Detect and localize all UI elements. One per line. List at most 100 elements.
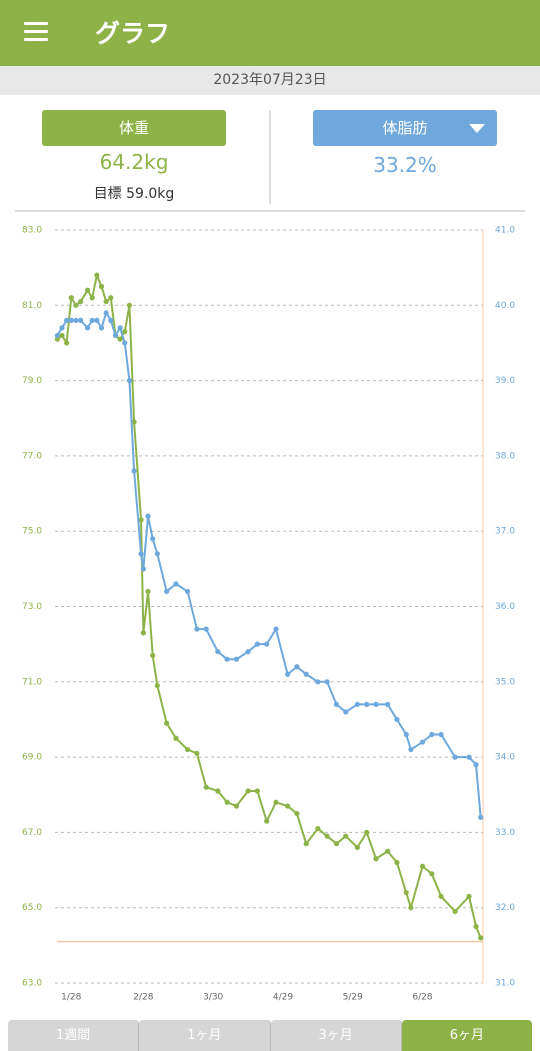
data-point [98, 325, 105, 331]
y-tick-label: 75.0 [22, 527, 42, 537]
data-point [64, 317, 70, 323]
y2-tick-label: 38.0 [495, 451, 515, 461]
y-tick-label: 73.0 [22, 602, 42, 612]
dropdown-arrow [469, 124, 485, 133]
y-tick-label: 71.0 [22, 677, 42, 687]
date-bar[interactable]: 2023年07月23日 [0, 66, 540, 95]
x-tick-label: 6/28 [412, 993, 432, 1003]
data-point [173, 581, 179, 587]
data-point [108, 295, 114, 301]
data-point [73, 302, 79, 308]
range-tab[interactable]: 3ヶ月 [270, 1020, 402, 1051]
data-point [394, 716, 400, 723]
data-point [184, 746, 191, 753]
data-point [419, 739, 426, 745]
data-point [68, 295, 74, 301]
data-point [385, 848, 391, 854]
data-point [145, 513, 151, 519]
x-tick-label: 3/30 [203, 993, 223, 1003]
menu-button[interactable] [24, 22, 48, 42]
data-point [94, 272, 100, 278]
y2-tick-label: 32.0 [495, 903, 515, 913]
data-point [164, 720, 170, 726]
weight-value: 64.2kg [99, 150, 169, 174]
data-point [54, 332, 60, 339]
data-point [452, 754, 458, 760]
x-tick-label: 5/29 [343, 993, 363, 1003]
data-point [364, 829, 370, 836]
data-point [89, 317, 95, 323]
data-point [324, 679, 330, 685]
data-point [140, 630, 146, 636]
data-point [117, 325, 123, 331]
data-point [254, 788, 260, 794]
data-point [150, 536, 156, 542]
fat-value: 33.2% [373, 153, 437, 177]
range-tabs: 1週間 1ヶ月 3ヶ月 6ヶ月 [8, 1020, 532, 1051]
weight-button[interactable]: 体重 [42, 110, 226, 146]
data-point [429, 731, 435, 738]
data-point [173, 735, 179, 741]
data-point [373, 701, 379, 707]
data-point [403, 890, 409, 896]
data-point [394, 859, 400, 866]
data-point [126, 378, 133, 384]
divider [269, 110, 271, 204]
data-point [354, 701, 360, 707]
data-point [112, 332, 119, 339]
data-point [59, 332, 65, 339]
data-point [315, 679, 321, 685]
y2-tick-label: 37.0 [495, 527, 515, 537]
data-point [245, 788, 251, 794]
separator [15, 210, 525, 212]
data-point [131, 468, 137, 474]
data-point [194, 750, 200, 756]
y2-tick-label: 35.0 [495, 677, 515, 687]
data-point [184, 588, 191, 595]
data-point [429, 871, 435, 877]
data-point [203, 626, 209, 632]
data-point [138, 517, 144, 523]
data-point [68, 317, 74, 323]
data-point [466, 754, 472, 760]
data-point [294, 664, 300, 670]
y-tick-label: 67.0 [22, 828, 42, 838]
data-point [77, 317, 84, 323]
data-point [117, 336, 123, 342]
y2-tick-label: 36.0 [495, 602, 515, 612]
y-tick-label: 63.0 [22, 979, 42, 989]
data-point [245, 649, 251, 655]
data-point [131, 419, 137, 425]
data-point [285, 671, 291, 677]
data-point [403, 731, 409, 738]
data-point [84, 287, 91, 293]
data-point [408, 746, 414, 753]
y-tick-label: 81.0 [22, 301, 42, 311]
data-point [194, 626, 200, 632]
y2-tick-label: 34.0 [495, 753, 515, 763]
data-point [108, 317, 114, 323]
data-point [89, 295, 95, 301]
range-tab[interactable]: 1週間 [8, 1020, 140, 1051]
data-point [73, 317, 79, 323]
data-point [324, 833, 330, 839]
fat-dropdown[interactable]: 体脂肪 [313, 110, 497, 146]
data-point [385, 701, 391, 707]
data-point [333, 841, 340, 847]
data-point [333, 701, 340, 707]
data-point [478, 814, 484, 820]
data-point [364, 701, 370, 707]
y2-tick-label: 31.0 [495, 979, 515, 989]
data-point [233, 656, 240, 662]
data-point [419, 863, 426, 869]
data-point [294, 810, 300, 817]
range-tab[interactable]: 6ヶ月 [401, 1020, 532, 1051]
data-point [224, 656, 230, 662]
y-tick-label: 77.0 [22, 451, 42, 461]
y-tick-label: 65.0 [22, 903, 42, 913]
range-tab[interactable]: 1ヶ月 [139, 1020, 271, 1051]
y2-tick-label: 40.0 [495, 301, 515, 311]
data-point [473, 762, 479, 768]
data-point [264, 641, 270, 647]
